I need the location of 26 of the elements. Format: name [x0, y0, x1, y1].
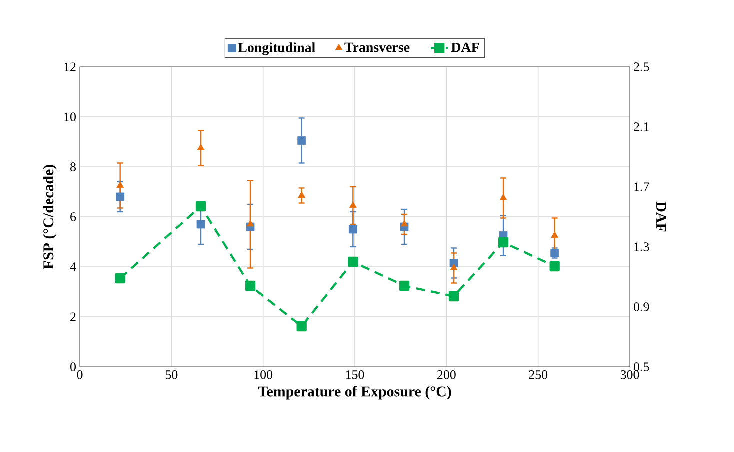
x-tick-label: 200	[438, 370, 456, 380]
x-tick-label: 300	[620, 370, 640, 380]
y-tick-label: 0	[70, 362, 76, 372]
y2-axis-title: DAF	[656, 202, 666, 232]
x-tick-label: 150	[346, 370, 364, 380]
y-tick-label: 6	[70, 212, 76, 222]
y-tick-label: 2	[70, 312, 76, 322]
y-tick-label: 10	[64, 112, 76, 122]
x-tick-label: 0	[77, 370, 83, 380]
y-axis-title: FSP (°C/decade)	[43, 165, 57, 270]
legend-label: DAF	[451, 42, 480, 52]
y2-tick-label: 0.5	[634, 362, 650, 372]
y-tick-label: 4	[70, 262, 76, 272]
legend-label: Longitudinal	[238, 42, 316, 56]
y2-tick-label: 1.7	[634, 182, 650, 192]
y-tick-label: 8	[70, 162, 76, 172]
x-tick-label: 100	[254, 370, 273, 380]
x-tick-label: 50	[166, 370, 178, 380]
y-tick-label: 12	[64, 62, 76, 72]
x-axis-title: Temperature of Exposure (°C)	[258, 386, 452, 400]
legend-label: Transverse	[344, 42, 410, 52]
y2-tick-label: 1.3	[634, 242, 650, 252]
y2-tick-label: 2.5	[634, 62, 650, 72]
x-tick-label: 250	[529, 370, 548, 380]
y2-tick-label: 2.1	[634, 122, 649, 132]
y2-tick-label: 0.9	[634, 302, 650, 312]
